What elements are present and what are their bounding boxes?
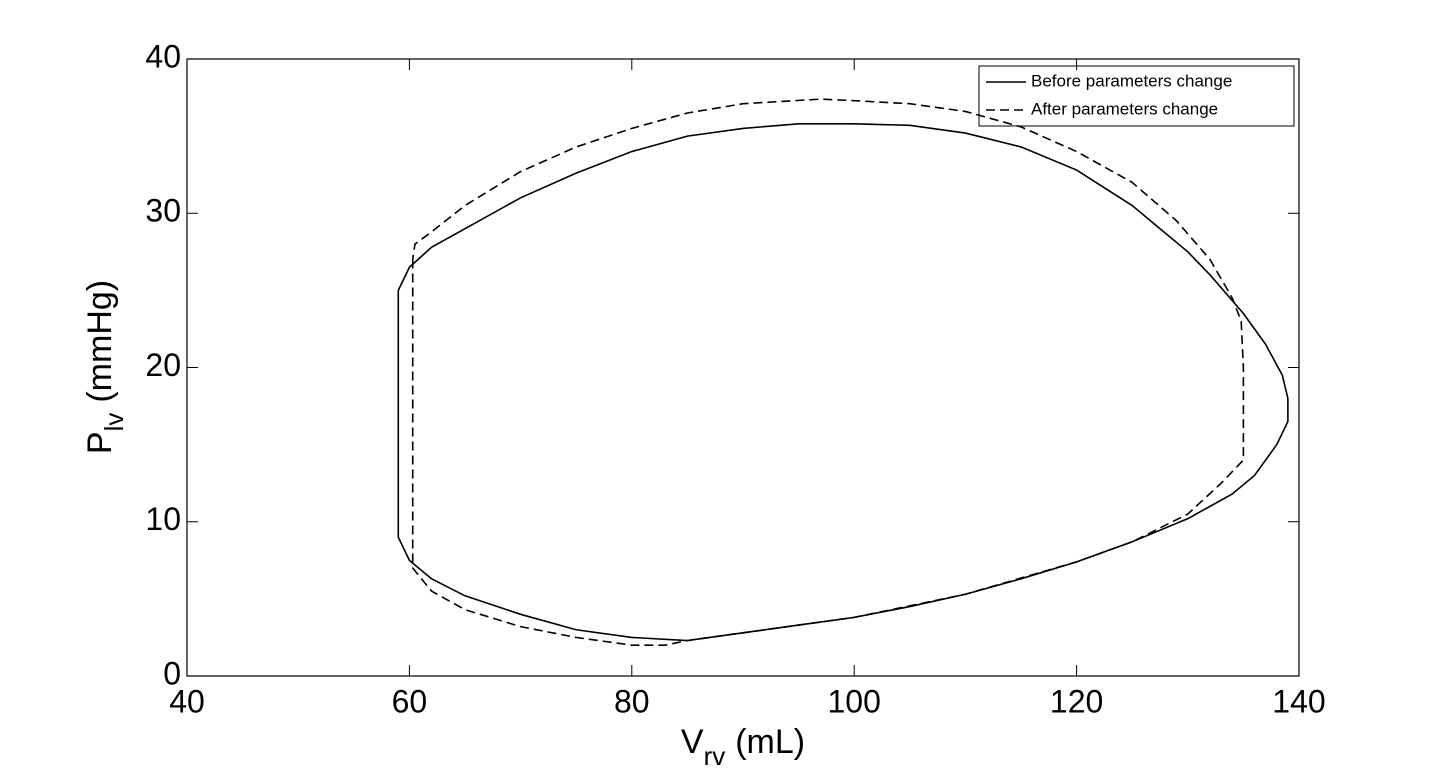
plot-area <box>186 58 1300 677</box>
x-label-main: V <box>681 723 704 761</box>
y-tick-label: 10 <box>145 501 181 537</box>
y-label-sub: lv <box>99 413 129 432</box>
data-line <box>397 122 1289 642</box>
x-tick-label: 120 <box>1050 683 1103 719</box>
y-axis-label: Plv (mmHg) <box>81 280 129 454</box>
x-tick-label: 140 <box>1272 683 1325 719</box>
y-label-main: P <box>81 431 119 454</box>
x-tick-label: 100 <box>828 683 881 719</box>
x-label-sub: rv <box>704 741 726 771</box>
x-tick-label: 40 <box>169 683 205 719</box>
y-tick-label: 0 <box>163 655 181 691</box>
y-tick-label: 40 <box>145 38 181 74</box>
y-tick-label: 20 <box>145 347 181 383</box>
x-axis-label: Vrv (mL) <box>681 723 805 771</box>
legend: Before parameters change After parameters… <box>978 65 1295 127</box>
x-tick-label: 80 <box>614 683 650 719</box>
legend-box <box>978 65 1295 127</box>
x-label-unit: (mL) <box>735 723 805 761</box>
y-label-unit: (mmHg) <box>81 280 119 403</box>
x-tick-label: 60 <box>392 683 428 719</box>
y-tick-label: 30 <box>145 193 181 229</box>
legend-label: After parameters change <box>1031 99 1218 118</box>
legend-label: Before parameters change <box>1031 71 1232 90</box>
data-line <box>411 98 1245 646</box>
